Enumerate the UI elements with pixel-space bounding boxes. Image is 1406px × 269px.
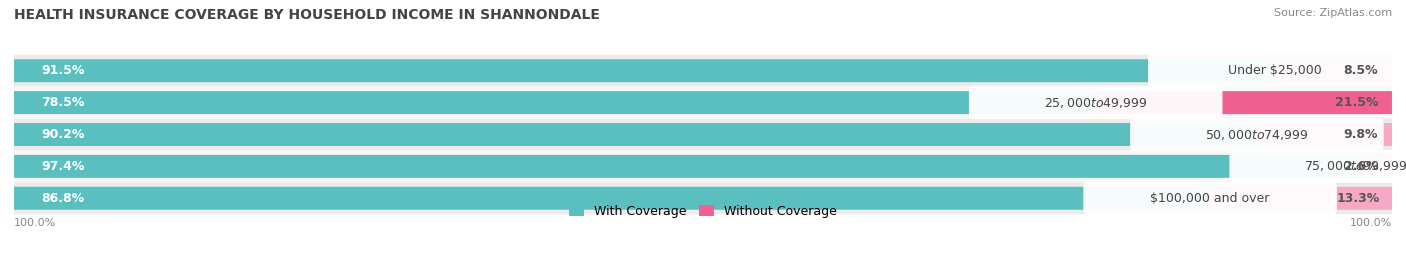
Text: 97.4%: 97.4% <box>42 160 84 173</box>
Text: HEALTH INSURANCE COVERAGE BY HOUSEHOLD INCOME IN SHANNONDALE: HEALTH INSURANCE COVERAGE BY HOUSEHOLD I… <box>14 8 600 22</box>
FancyBboxPatch shape <box>1257 123 1392 146</box>
Text: 21.5%: 21.5% <box>1334 96 1378 109</box>
FancyBboxPatch shape <box>1275 59 1392 82</box>
Text: 9.8%: 9.8% <box>1344 128 1378 141</box>
Legend: With Coverage, Without Coverage: With Coverage, Without Coverage <box>564 200 842 223</box>
Text: Under $25,000: Under $25,000 <box>1227 64 1322 77</box>
FancyBboxPatch shape <box>1083 182 1337 215</box>
FancyBboxPatch shape <box>14 187 1211 210</box>
Text: 90.2%: 90.2% <box>42 128 84 141</box>
FancyBboxPatch shape <box>14 119 1392 150</box>
Text: $75,000 to $99,999: $75,000 to $99,999 <box>1305 159 1406 174</box>
FancyBboxPatch shape <box>14 182 1392 214</box>
Text: 78.5%: 78.5% <box>42 96 84 109</box>
FancyBboxPatch shape <box>14 123 1257 146</box>
Text: 100.0%: 100.0% <box>14 218 56 228</box>
Text: 100.0%: 100.0% <box>1350 218 1392 228</box>
FancyBboxPatch shape <box>14 155 1357 178</box>
FancyBboxPatch shape <box>1211 187 1393 210</box>
Text: 8.5%: 8.5% <box>1344 64 1378 77</box>
FancyBboxPatch shape <box>969 86 1222 119</box>
Text: Source: ZipAtlas.com: Source: ZipAtlas.com <box>1274 8 1392 18</box>
FancyBboxPatch shape <box>14 91 1095 114</box>
Text: $50,000 to $74,999: $50,000 to $74,999 <box>1205 128 1309 141</box>
Text: 13.3%: 13.3% <box>1336 192 1379 205</box>
FancyBboxPatch shape <box>14 59 1275 82</box>
FancyBboxPatch shape <box>1357 155 1392 178</box>
FancyBboxPatch shape <box>14 55 1392 87</box>
FancyBboxPatch shape <box>1149 54 1402 87</box>
FancyBboxPatch shape <box>1095 91 1392 114</box>
Text: 2.6%: 2.6% <box>1344 160 1378 173</box>
Text: $100,000 and over: $100,000 and over <box>1150 192 1270 205</box>
Text: 86.8%: 86.8% <box>42 192 84 205</box>
FancyBboxPatch shape <box>14 87 1392 119</box>
FancyBboxPatch shape <box>1229 150 1406 183</box>
FancyBboxPatch shape <box>1130 118 1384 151</box>
Text: $25,000 to $49,999: $25,000 to $49,999 <box>1043 95 1147 110</box>
Text: 91.5%: 91.5% <box>42 64 84 77</box>
FancyBboxPatch shape <box>14 150 1392 182</box>
